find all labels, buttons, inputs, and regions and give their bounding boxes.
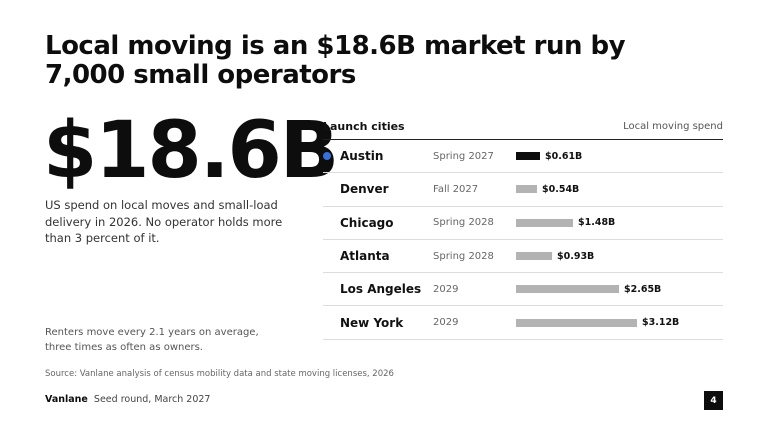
row-launch-date: Spring 2028 (433, 250, 494, 262)
table-row: Atlanta Spring 2028 $0.93B (323, 240, 723, 274)
row-launch-date: 2029 (433, 283, 459, 295)
row-bar-cell: $0.93B (516, 240, 721, 272)
row-launch-date: Spring 2028 (433, 217, 494, 229)
source-note: Source: Vanlane analysis of census mobil… (45, 369, 394, 379)
row-bar-cell: $0.54B (516, 173, 721, 205)
supporting-note: Renters move every 2.1 years on average,… (45, 327, 259, 353)
table-header: Launch cities Local moving spend (323, 114, 723, 140)
table-row: Chicago Spring 2028 $1.48B (323, 207, 723, 240)
table-row: Los Angeles 2029 $2.65B (323, 273, 723, 307)
row-city: New York (340, 315, 404, 330)
row-launch-date: Fall 2027 (433, 183, 479, 195)
spend-bar (516, 218, 573, 227)
row-city: Los Angeles (340, 282, 422, 297)
spend-value-label: $0.54B (542, 183, 580, 195)
launch-cities-table: Launch cities Local moving spend Austin S… (323, 114, 723, 340)
table-row: Denver Fall 2027 $0.54B (323, 173, 723, 207)
table-header-launch-cities: Launch cities (323, 120, 405, 133)
row-city: Austin (340, 149, 384, 164)
spend-bar (516, 285, 619, 294)
spend-bar (516, 152, 540, 161)
footer: Vanlane Seed round, March 2027 (45, 394, 210, 405)
row-bar-cell: $3.12B (516, 306, 721, 338)
spend-value-label: $3.12B (642, 317, 680, 329)
spend-value-label: $2.65B (624, 283, 662, 295)
footer-brand: Vanlane (45, 394, 88, 405)
footer-text: Seed round, March 2027 (93, 394, 211, 405)
table-row: Austin Spring 2027 $0.61B (323, 140, 723, 174)
page-number: 4 (704, 391, 723, 410)
spend-value-label: $0.93B (557, 250, 595, 262)
row-bar-cell: $1.48B (516, 207, 721, 239)
headline-figure: $18.6B (43, 106, 339, 196)
spend-value-label: $0.61B (545, 150, 583, 162)
spend-bar (516, 252, 552, 261)
spend-bar (516, 318, 637, 327)
row-city: Chicago (340, 215, 394, 230)
table-row: New York 2029 $3.12B (323, 306, 723, 340)
row-city: Denver (340, 182, 389, 197)
row-city: Atlanta (340, 249, 390, 264)
row-launch-date: 2029 (433, 317, 459, 329)
highlight-dot-icon (323, 152, 331, 161)
spend-value-label: $1.48B (578, 217, 616, 229)
spend-bar (516, 185, 537, 194)
table-body: Austin Spring 2027 $0.61B Denver Fall 2027 $0… (323, 140, 723, 340)
slide-title: Local moving is an $18.6B market run by … (45, 31, 626, 90)
row-launch-date: Spring 2027 (433, 150, 494, 162)
row-bar-cell: $2.65B (516, 273, 721, 305)
table-header-spend: Local moving spend (623, 121, 723, 132)
row-bar-cell: $0.61B (516, 140, 721, 172)
headline-description: US spend on local moves and small-load d… (45, 198, 283, 245)
